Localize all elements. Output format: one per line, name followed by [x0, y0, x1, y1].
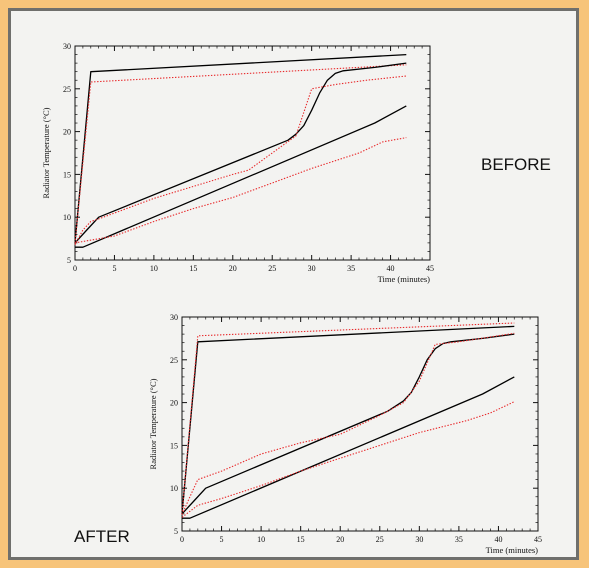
y-tick-label: 5 [67, 256, 71, 265]
figure-panel: 0 5 10 15 20 25 30 35 40 45 5 10 15 20 25 30 Time (minut… [8, 8, 579, 560]
y-tick-label: 10 [63, 213, 71, 222]
x-tick-label: 30 [308, 264, 316, 273]
x-tick-label: 40 [387, 264, 395, 273]
measured-series-line [75, 105, 407, 248]
x-tick-label: 5 [112, 264, 116, 273]
x-tick-label: 25 [376, 535, 384, 544]
model-series-line [181, 322, 515, 514]
model-series-line [181, 332, 515, 515]
y-tick-label: 10 [170, 484, 178, 493]
x-tick-label: 10 [150, 264, 158, 273]
x-tick-label: 35 [455, 535, 463, 544]
x-tick-label: 20 [336, 535, 344, 544]
model-series-line [181, 401, 515, 518]
plot-frame [181, 316, 539, 532]
x-axis-label: Time (minutes) [486, 545, 539, 555]
x-tick-label: 15 [297, 535, 305, 544]
y-tick-label: 15 [170, 441, 178, 450]
after-caption: AFTER [74, 527, 130, 546]
x-tick-label: 0 [73, 264, 77, 273]
plot-frame [74, 45, 431, 261]
x-tick-label: 10 [257, 535, 265, 544]
model-series-line [74, 75, 407, 245]
model-series-line [74, 64, 407, 243]
measured-series-line [74, 62, 407, 244]
x-tick-label: 45 [534, 535, 542, 544]
x-tick-label: 5 [220, 535, 224, 544]
y-tick-label: 30 [63, 42, 71, 51]
y-tick-label: 20 [170, 399, 178, 408]
x-tick-label: 40 [494, 535, 502, 544]
y-axis-label: Radiator Temperature (°C) [41, 107, 51, 198]
y-tick-label: 25 [170, 356, 178, 365]
x-tick-label: 45 [426, 264, 434, 273]
before-caption: BEFORE [481, 155, 551, 174]
model-series-line [74, 137, 407, 244]
x-tick-label: 15 [189, 264, 197, 273]
y-tick-label: 30 [170, 313, 178, 322]
measured-series-line [181, 333, 515, 515]
x-tick-label: 25 [268, 264, 276, 273]
x-tick-label: 35 [347, 264, 355, 273]
y-axis-label: Radiator Temperature (°C) [148, 378, 158, 469]
y-tick-label: 15 [63, 170, 71, 179]
measured-series-line [181, 325, 515, 514]
x-axis-label: Time (minutes) [378, 274, 431, 284]
y-tick-label: 5 [174, 527, 178, 536]
y-tick-label: 20 [63, 128, 71, 137]
x-tick-label: 20 [229, 264, 237, 273]
measured-series-line [182, 376, 515, 519]
x-tick-label: 0 [180, 535, 184, 544]
y-tick-label: 25 [63, 85, 71, 94]
x-tick-label: 30 [415, 535, 423, 544]
